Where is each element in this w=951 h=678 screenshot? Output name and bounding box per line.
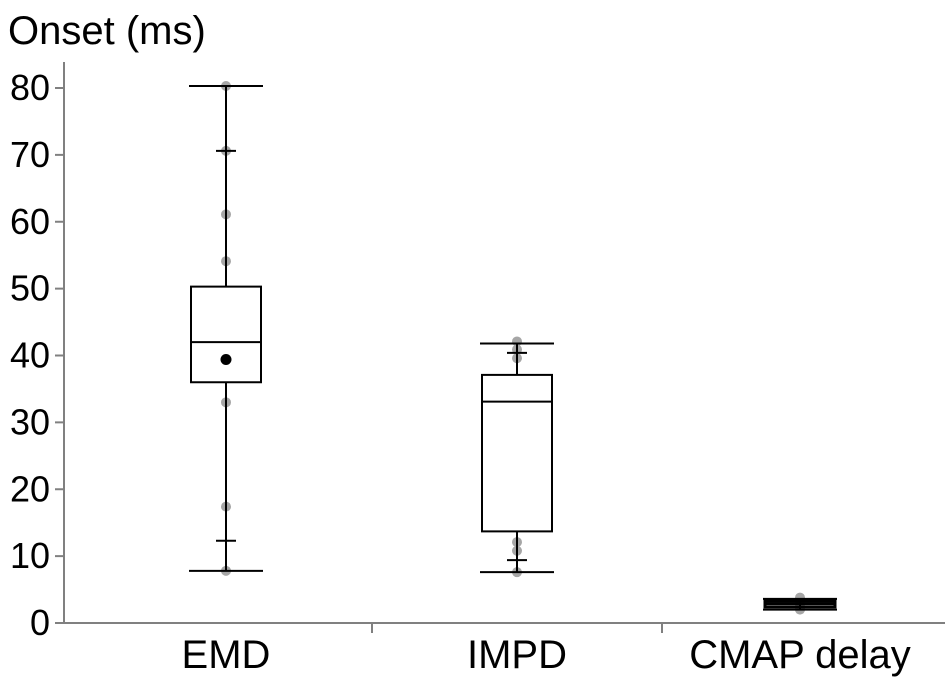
x-category-label: CMAP delay <box>689 633 911 677</box>
mean-marker <box>220 354 232 366</box>
plot-area <box>189 80 837 615</box>
y-tick-label: 60 <box>10 201 50 242</box>
y-tick-label: 30 <box>10 401 50 442</box>
y-tick-label: 80 <box>10 67 50 108</box>
axes: 0 10 20 30 40 50 60 70 80 EMD IMPD CMAP delay <box>10 62 945 677</box>
box-group <box>189 80 263 576</box>
x-category-label: EMD <box>182 633 271 677</box>
y-axis-label: Onset (ms) <box>8 9 206 53</box>
y-tick-label: 70 <box>10 134 50 175</box>
box-group <box>763 592 837 615</box>
y-tick-label: 50 <box>10 268 50 309</box>
x-category-label: IMPD <box>467 633 567 677</box>
box-rect <box>190 285 262 384</box>
box-rect <box>481 373 553 533</box>
box-group <box>480 336 554 578</box>
y-tick-label: 20 <box>10 468 50 509</box>
y-tick-label: 40 <box>10 335 50 376</box>
y-tick-label: 0 <box>30 602 50 643</box>
y-tick-label: 10 <box>10 535 50 576</box>
